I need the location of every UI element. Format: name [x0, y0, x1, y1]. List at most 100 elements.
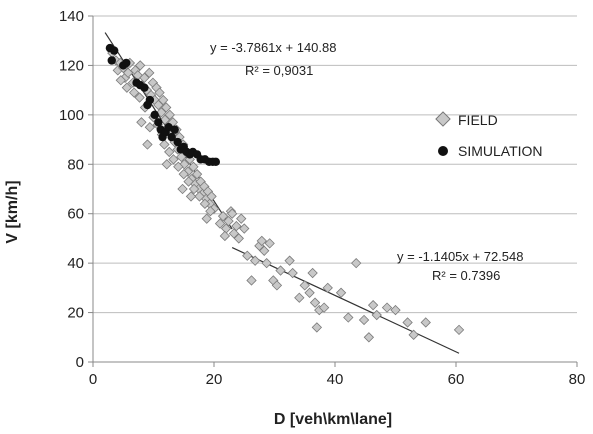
- field-point: [408, 329, 419, 340]
- field-point: [164, 109, 176, 121]
- simulation-series: [105, 43, 221, 167]
- field-point: [242, 250, 253, 261]
- x-axis-title: D [veh\km\lane]: [274, 411, 392, 428]
- field-point: [256, 235, 267, 247]
- simulation-point: [145, 95, 155, 105]
- field-point: [367, 299, 379, 311]
- field-point: [144, 122, 156, 133]
- field-point: [309, 297, 321, 308]
- field-point: [275, 265, 286, 276]
- simulation-point: [150, 110, 159, 120]
- field-point: [351, 257, 362, 269]
- field-point: [139, 72, 150, 83]
- y-axis-ticks: 0 20 40 60 80 100 120 140: [59, 8, 93, 371]
- field-point: [226, 208, 238, 219]
- trendline-2-r2: R² = 0.7396: [432, 268, 500, 283]
- field-point: [219, 230, 231, 242]
- field-point: [236, 213, 247, 224]
- field-point: [246, 275, 257, 286]
- field-point: [294, 292, 305, 303]
- field-point: [128, 87, 140, 98]
- field-point: [284, 255, 295, 266]
- field-point: [271, 280, 283, 291]
- field-point: [311, 322, 323, 333]
- y-tick-label: 0: [76, 354, 84, 371]
- legend-simulation-label: SIMULATION: [458, 143, 543, 159]
- field-point: [168, 154, 179, 165]
- simulation-point: [140, 83, 149, 92]
- x-tick-label: 20: [206, 371, 223, 388]
- field-point: [217, 211, 229, 222]
- y-tick-label: 120: [59, 57, 84, 74]
- field-point: [185, 191, 197, 202]
- field-point: [261, 257, 272, 269]
- field-point: [231, 220, 242, 232]
- x-tick-label: 0: [89, 371, 97, 388]
- field-point: [161, 102, 172, 113]
- field-point: [335, 287, 347, 298]
- y-tick-label: 40: [67, 255, 84, 272]
- field-point: [194, 191, 205, 202]
- field-point: [136, 117, 147, 128]
- simulation-point: [109, 46, 119, 55]
- simulation-point: [173, 137, 182, 147]
- field-point: [453, 324, 465, 336]
- field-point: [259, 245, 270, 256]
- y-tick-label: 140: [59, 8, 84, 25]
- field-point: [121, 82, 133, 93]
- x-axis-ticks: 0 20 40 60 80: [89, 362, 585, 388]
- field-point: [249, 255, 261, 266]
- field-point: [201, 213, 212, 224]
- field-point: [158, 94, 169, 106]
- field-point: [135, 60, 146, 71]
- field-point: [159, 139, 170, 150]
- legend-field-marker: [435, 111, 451, 127]
- field-point: [228, 228, 240, 239]
- field-point: [199, 198, 211, 209]
- field-point: [144, 67, 155, 79]
- field-point: [307, 267, 318, 279]
- field-point: [164, 146, 175, 158]
- field-point: [142, 139, 153, 150]
- field-point: [318, 302, 330, 313]
- legend-simulation-marker: [438, 146, 448, 156]
- y-axis-title: V [km/h]: [4, 180, 21, 243]
- field-series: [107, 47, 465, 343]
- trendlines: [104, 32, 460, 354]
- simulation-point: [170, 125, 179, 134]
- y-tick-label: 60: [67, 206, 84, 223]
- field-point: [304, 287, 315, 298]
- field-point: [206, 191, 217, 202]
- field-point: [161, 159, 172, 170]
- field-point: [177, 183, 188, 195]
- field-point: [156, 107, 167, 118]
- field-point: [343, 312, 354, 323]
- field-point: [223, 215, 234, 227]
- field-point: [188, 161, 199, 172]
- simulation-point: [107, 56, 116, 65]
- field-point: [264, 238, 275, 249]
- y-tick-label: 20: [67, 305, 84, 322]
- simulation-point: [122, 58, 131, 68]
- field-point: [191, 169, 203, 180]
- legend-field-label: FIELD: [458, 112, 498, 128]
- trendline-2-equation: y = -1.1405x + 72.548: [397, 249, 523, 264]
- simulation-point: [154, 118, 163, 127]
- field-point: [173, 161, 184, 172]
- field-point: [371, 309, 382, 321]
- field-point: [322, 282, 333, 294]
- y-tick-label: 100: [59, 107, 84, 124]
- field-point: [154, 87, 165, 98]
- x-tick-label: 40: [327, 371, 344, 388]
- trendline-1-r2: R² = 0,9031: [245, 63, 313, 78]
- field-point: [420, 317, 431, 328]
- field-point: [188, 183, 200, 195]
- field-point: [205, 206, 216, 217]
- field-point: [239, 223, 250, 234]
- x-tick-label: 60: [448, 371, 465, 388]
- field-point: [153, 99, 164, 111]
- trendline-2: [231, 246, 460, 354]
- field-point: [402, 317, 413, 328]
- field-point: [214, 218, 226, 229]
